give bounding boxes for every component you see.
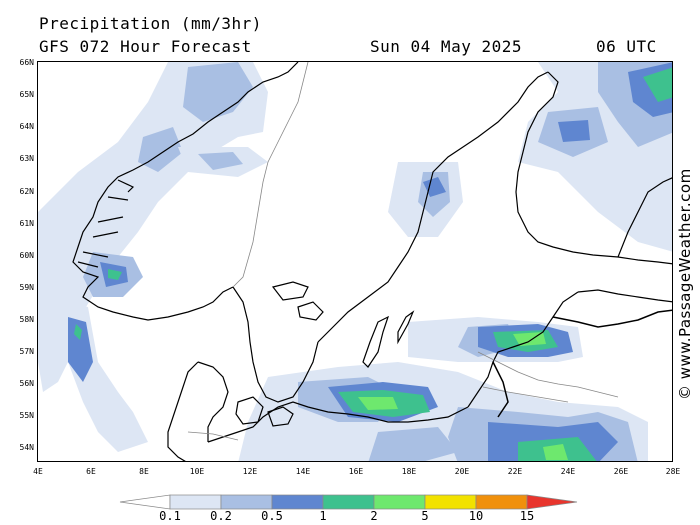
legend-arrow-high	[526, 494, 578, 510]
lat-label-61: 61N	[19, 219, 34, 228]
legend-label: 2	[370, 509, 378, 523]
lat-label-60: 60N	[19, 251, 34, 260]
lon-label-26e: 26E	[613, 467, 629, 476]
legend-swatch	[169, 494, 222, 510]
legend-swatch	[220, 494, 273, 510]
watermark: © www.PassageWeather.com	[676, 168, 694, 400]
lon-label-4e: 4E	[33, 467, 43, 476]
lat-label-58: 58N	[19, 315, 34, 324]
coastlines	[72, 62, 672, 461]
legend-swatch	[373, 494, 426, 510]
lat-label-66: 66N	[19, 58, 34, 67]
lon-label-22e: 22E	[507, 467, 523, 476]
legend-label: 15	[519, 509, 535, 523]
map-title: Precipitation (mm/3hr)	[39, 14, 262, 33]
forecast-time: 06 UTC	[596, 37, 657, 56]
lon-label-6e: 6E	[86, 467, 96, 476]
legend-swatch	[271, 494, 324, 510]
lat-label-63: 63N	[19, 154, 34, 163]
land-boundary	[492, 309, 672, 418]
lat-label-57: 57N	[19, 347, 34, 356]
lat-label-64: 64N	[19, 122, 34, 131]
lon-label-20e: 20E	[454, 467, 470, 476]
legend-label: 0.5	[261, 509, 283, 523]
lat-label-62: 62N	[19, 187, 34, 196]
lon-label-18e: 18E	[401, 467, 417, 476]
forecast-model: GFS 072 Hour Forecast	[39, 37, 252, 56]
legend-label: 0.1	[159, 509, 181, 523]
precipitation-layer	[38, 62, 672, 461]
legend-label: 0.2	[210, 509, 232, 523]
legend-label: 5	[421, 509, 429, 523]
legend-colorbar	[119, 494, 578, 510]
lat-label-55: 55N	[19, 411, 34, 420]
lon-label-24e: 24E	[560, 467, 576, 476]
lat-label-59: 59N	[19, 283, 34, 292]
lon-label-12e: 12E	[242, 467, 258, 476]
legend-arrow-low	[119, 494, 171, 510]
lon-label-28e: 28E	[665, 467, 681, 476]
map-canvas	[38, 62, 672, 461]
legend-swatch	[424, 494, 477, 510]
legend-label: 10	[468, 509, 484, 523]
borders	[187, 62, 619, 441]
precipitation-map	[37, 61, 673, 462]
lon-label-16e: 16E	[348, 467, 364, 476]
lon-label-8e: 8E	[139, 467, 149, 476]
legend-swatch	[475, 494, 528, 510]
legend-label: 1	[319, 509, 327, 523]
lat-label-56: 56N	[19, 379, 34, 388]
lat-label-54: 54N	[19, 443, 34, 452]
legend-swatch	[322, 494, 375, 510]
forecast-date: Sun 04 May 2025	[370, 37, 522, 56]
lon-label-10e: 10E	[189, 467, 205, 476]
lat-label-65: 65N	[19, 90, 34, 99]
lon-label-14e: 14E	[295, 467, 311, 476]
